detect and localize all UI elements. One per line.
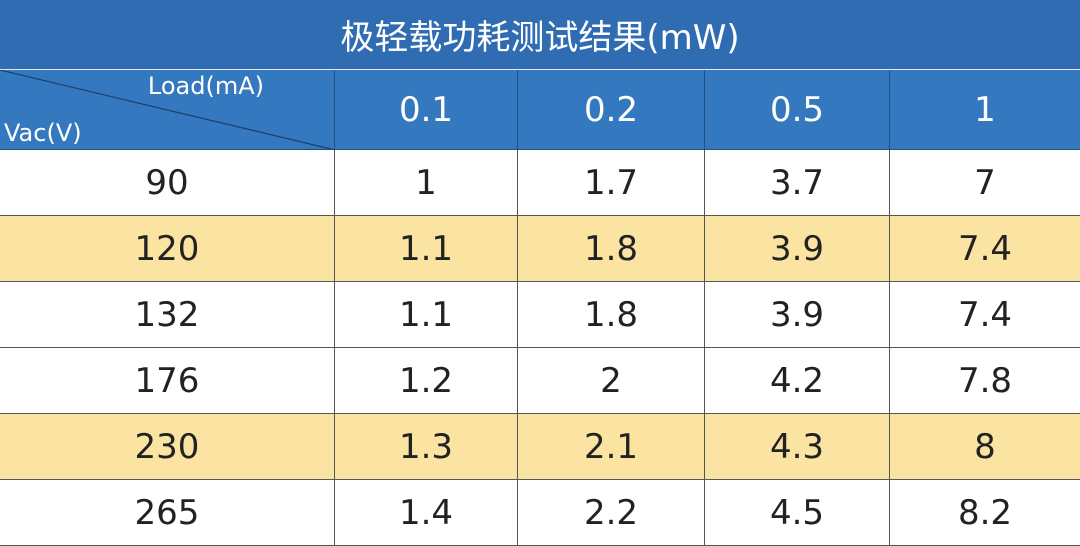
table-cell: 8 <box>890 414 1080 480</box>
table-cell: 1.4 <box>335 480 518 546</box>
table-cell: 7.4 <box>890 282 1080 348</box>
table-cell: 1.2 <box>335 348 518 414</box>
table-cell: 1 <box>335 150 518 216</box>
row-header: 176 <box>0 348 335 414</box>
column-header: 0.5 <box>705 70 890 150</box>
row-header: 90 <box>0 150 335 216</box>
column-header: 1 <box>890 70 1080 150</box>
table-cell: 1.8 <box>518 216 705 282</box>
table-cell: 4.3 <box>705 414 890 480</box>
table-cell: 3.7 <box>705 150 890 216</box>
table-cell: 7.4 <box>890 216 1080 282</box>
column-header: 0.2 <box>518 70 705 150</box>
table-cell: 4.2 <box>705 348 890 414</box>
corner-cell: Load(mA) Vac(V) <box>0 70 335 150</box>
table-cell: 8.2 <box>890 480 1080 546</box>
row-header: 230 <box>0 414 335 480</box>
table-cell: 7.8 <box>890 348 1080 414</box>
table-cell: 2 <box>518 348 705 414</box>
table-cell: 2.2 <box>518 480 705 546</box>
table-cell: 1.7 <box>518 150 705 216</box>
table-cell: 1.8 <box>518 282 705 348</box>
table-cell: 4.5 <box>705 480 890 546</box>
table-cell: 3.9 <box>705 216 890 282</box>
table-cell: 1.1 <box>335 282 518 348</box>
row-axis-label: Vac(V) <box>4 119 82 147</box>
row-header: 265 <box>0 480 335 546</box>
table-cell: 7 <box>890 150 1080 216</box>
table-title: 极轻载功耗测试结果(mW) <box>0 0 1080 70</box>
table-cell: 1.3 <box>335 414 518 480</box>
column-axis-label: Load(mA) <box>147 72 264 100</box>
table-cell: 3.9 <box>705 282 890 348</box>
column-header: 0.1 <box>335 70 518 150</box>
diagonal <box>0 70 335 150</box>
table-cell: 1.1 <box>335 216 518 282</box>
row-header: 132 <box>0 282 335 348</box>
table-cell: 2.1 <box>518 414 705 480</box>
row-header: 120 <box>0 216 335 282</box>
